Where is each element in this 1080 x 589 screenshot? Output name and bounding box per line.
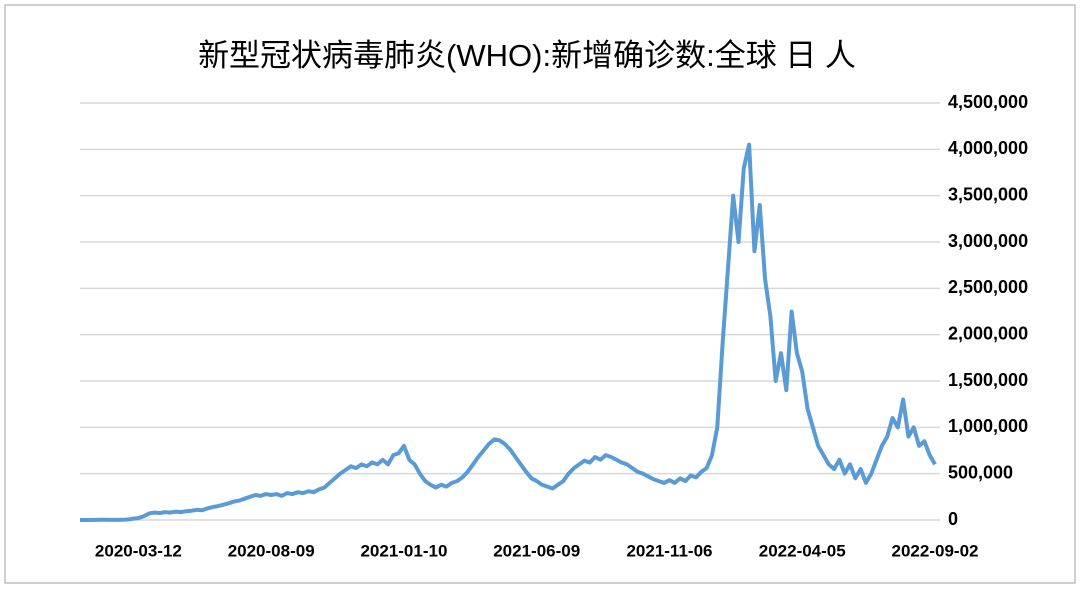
x-tick-label: 2021-11-06 [626, 541, 712, 560]
chart-frame [4, 4, 1076, 584]
x-tick-label: 2021-01-10 [360, 541, 447, 560]
x-tick-label: 2022-09-02 [892, 541, 979, 560]
chart-title: 新型冠状病毒肺炎(WHO):新增确诊数:全球 日 人 [198, 38, 856, 73]
data-line [80, 142, 937, 522]
y-tick-label: 4,500,000 [948, 92, 1028, 112]
y-tick-label: 0 [948, 509, 958, 529]
y-tick-label: 500,000 [948, 462, 1013, 482]
x-tick-label: 2020-08-09 [228, 541, 315, 560]
x-tick-label: 2022-04-05 [759, 541, 846, 560]
x-tick-label: 2021-06-09 [493, 541, 580, 560]
y-tick-label: 1,000,000 [948, 416, 1028, 436]
y-tick-label: 3,500,000 [948, 184, 1028, 204]
y-tick-label: 3,000,000 [948, 231, 1028, 251]
y-tick-label: 1,500,000 [948, 370, 1028, 390]
y-tick-label: 2,000,000 [948, 323, 1028, 343]
y-tick-label: 2,500,000 [948, 277, 1028, 297]
x-tick-label: 2020-03-12 [95, 541, 182, 560]
y-tick-label: 4,000,000 [948, 138, 1028, 158]
